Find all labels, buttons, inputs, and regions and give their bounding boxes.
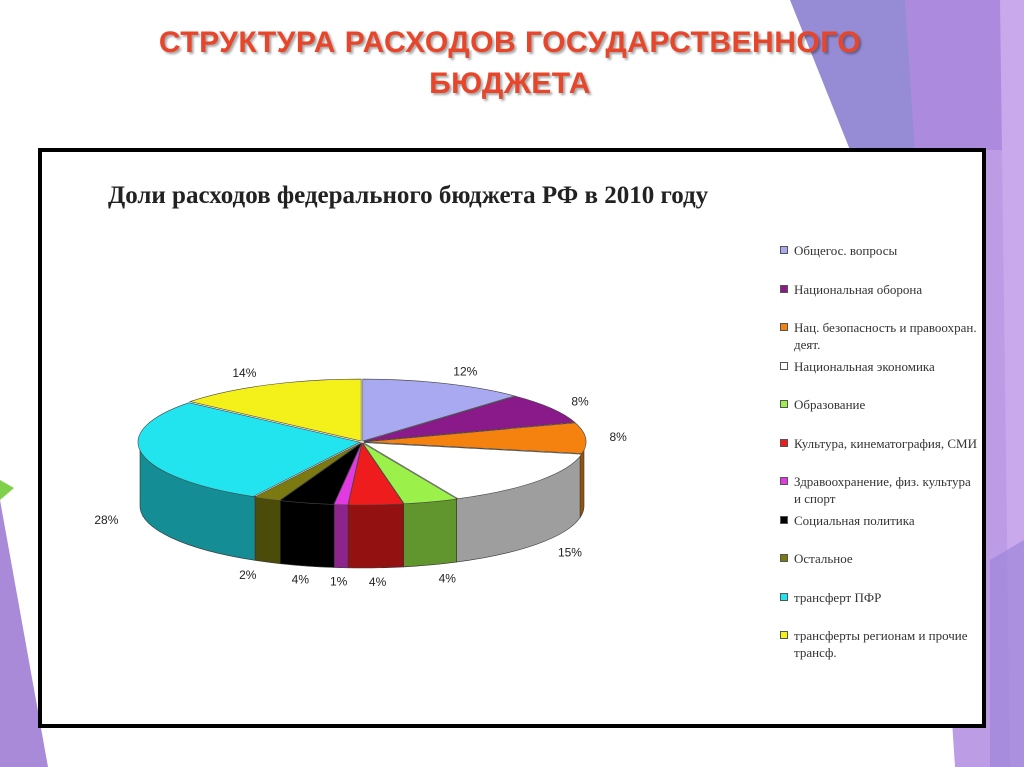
legend-item: Образование xyxy=(780,396,980,413)
pie-slice-9 xyxy=(137,402,361,497)
legend-item: Национальная экономика xyxy=(780,358,980,375)
legend-label: Национальная оборона xyxy=(794,281,923,297)
pie-percent-label-7: 4% xyxy=(292,573,310,587)
legend-item: Остальное xyxy=(780,550,980,567)
legend-item: Нац. безопасность и правоохран. деят. xyxy=(780,319,980,353)
pie-slice-side-8 xyxy=(254,495,281,564)
legend-label: Общегос. вопросы xyxy=(794,243,898,258)
legend-item: Культура, кинематография, СМИ xyxy=(780,435,980,452)
legend-label: трансферты регионам и прочие трансф. xyxy=(794,628,968,660)
pie-slice-4 xyxy=(362,442,459,505)
legend-swatch xyxy=(780,323,788,331)
chart-title: Доли расходов федерального бюджета РФ в … xyxy=(108,182,709,209)
pie-percent-label-4: 4% xyxy=(439,571,457,585)
legend-label: Остальное xyxy=(794,551,853,566)
pie-slice-side-6 xyxy=(333,503,349,569)
slide-title: СТРУКТУРА РАСХОДОВ ГОСУДАРСТВЕННОГО БЮДЖ… xyxy=(120,22,900,104)
legend-swatch xyxy=(780,631,788,639)
legend-label: Здравоохранение, физ. культура и спорт xyxy=(794,474,971,506)
legend-item: трансферт ПФР xyxy=(780,589,980,606)
legend-swatch xyxy=(780,284,788,293)
background-shape-left-arrow xyxy=(0,480,14,500)
pie-slice-8 xyxy=(253,442,362,501)
pie-slice-2 xyxy=(363,422,587,454)
legend-swatch xyxy=(780,246,788,254)
legend-item: трансферты регионам и прочие трансф. xyxy=(780,627,980,661)
background-shape-left-lilac xyxy=(0,500,48,767)
chart-frame: Доли расходов федерального бюджета РФ в … xyxy=(38,148,986,728)
pie-percent-label-5: 4% xyxy=(369,575,387,589)
pie-percent-label-3: 15% xyxy=(558,546,582,560)
legend-swatch xyxy=(780,477,788,485)
legend-item: Социальная политика xyxy=(780,512,980,529)
slide-title-line-2: БЮДЖЕТА xyxy=(429,67,591,100)
legend-swatch xyxy=(780,400,788,408)
pie-slice-0 xyxy=(362,378,516,442)
pie-slice-side-5 xyxy=(347,502,404,569)
pie-slice-side-7 xyxy=(279,499,335,568)
legend-label: Национальная экономика xyxy=(794,358,935,374)
pie-percent-label-8: 2% xyxy=(239,568,257,582)
pie-chart: 12% 8% 8% 15% 4% 4% 1% 4% 2% 28% 14% xyxy=(94,364,628,589)
legend-swatch xyxy=(780,554,788,562)
background-shape-bottom-right xyxy=(990,540,1024,767)
legend-label: трансферт ПФР xyxy=(794,589,882,605)
legend-item: Национальная оборона xyxy=(780,281,980,298)
legend-label: Социальная политика xyxy=(794,512,915,528)
pie-slice-5 xyxy=(347,442,405,506)
legend-item: Общегос. вопросы xyxy=(780,242,980,259)
pie-percent-label-9: 28% xyxy=(94,513,118,527)
pie-percent-label-0: 12% xyxy=(453,364,477,378)
legend-swatch xyxy=(780,361,788,370)
pie-percent-label-10: 14% xyxy=(232,366,256,380)
pie-slice-1 xyxy=(363,395,576,442)
legend-swatch xyxy=(780,515,788,524)
legend-label: Культура, кинематография, СМИ xyxy=(794,435,977,451)
legend-item: Здравоохранение, физ. культура и спорт xyxy=(780,473,980,507)
pie-slice-side-4 xyxy=(403,497,457,568)
pie-slice-10 xyxy=(188,378,362,442)
legend-label: Нац. безопасность и правоохран. деят. xyxy=(794,320,977,352)
pie-percent-label-6: 1% xyxy=(330,575,348,589)
pie-slice-3 xyxy=(363,442,583,500)
pie-percent-label-2: 8% xyxy=(610,430,628,444)
legend-swatch xyxy=(780,438,788,447)
slide-title-line-1: СТРУКТУРА РАСХОДОВ ГОСУДАРСТВЕННОГО xyxy=(158,26,862,59)
pie-percent-label-1: 8% xyxy=(571,394,589,408)
legend-label: Образование xyxy=(794,397,866,412)
legend-swatch xyxy=(780,592,788,601)
